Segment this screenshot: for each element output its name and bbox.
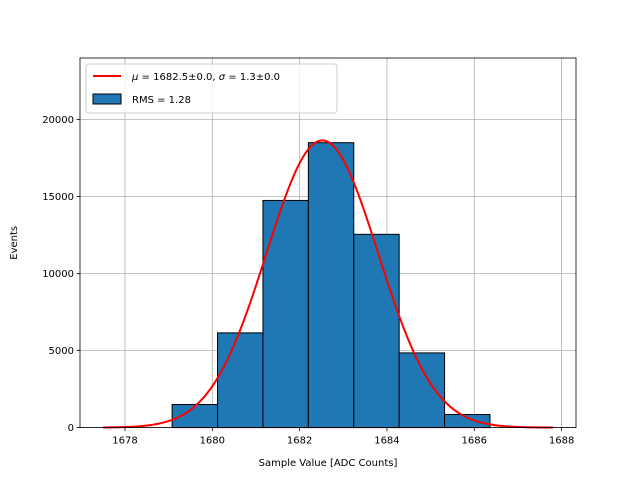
x-axis-ticks: 1678 1680 1682 1684 1686 1688: [112, 427, 574, 447]
x-tick-label: 1688: [549, 436, 574, 447]
histogram-bar: [217, 332, 264, 429]
y-tick-label: 20000: [42, 115, 74, 126]
legend-fit-sigma-value: 1.3±0.0: [240, 72, 280, 83]
histogram-bar: [262, 199, 309, 429]
legend: μ = 1682.5±0.0, σ = 1.3±0.0 RMS = 1.28: [85, 63, 338, 114]
y-tick-label: 15000: [42, 192, 74, 203]
gaussian-fit-curve: [103, 139, 553, 429]
x-tick-label: 1682: [287, 436, 312, 447]
x-axis-label: Sample Value [ADC Counts]: [259, 458, 398, 469]
legend-fit-mu-value: 1682.5±0.0: [153, 72, 212, 83]
plot-frame: [79, 57, 577, 429]
x-tick-label: 1678: [112, 436, 137, 447]
y-axis-ticks: 0 5000 10000 15000 20000: [42, 115, 80, 434]
y-axis-label: Events: [9, 226, 20, 260]
legend-hist-label: RMS = 1.28: [132, 95, 191, 106]
histogram-bar: [353, 233, 400, 429]
x-tick-label: 1680: [200, 436, 225, 447]
y-tick-label: 5000: [49, 346, 74, 357]
histogram-bar: [398, 352, 446, 429]
histogram-bar: [307, 142, 355, 429]
legend-fit-label: μ = 1682.5±0.0, σ = 1.3±0.0: [131, 72, 280, 83]
legend-hist-swatch: [92, 93, 122, 105]
histogram-bar: [444, 414, 491, 429]
x-tick-label: 1684: [374, 436, 399, 447]
legend-box: [85, 63, 338, 114]
y-tick-label: 10000: [42, 269, 74, 280]
x-tick-label: 1686: [462, 436, 487, 447]
y-tick-label: 0: [68, 423, 74, 434]
